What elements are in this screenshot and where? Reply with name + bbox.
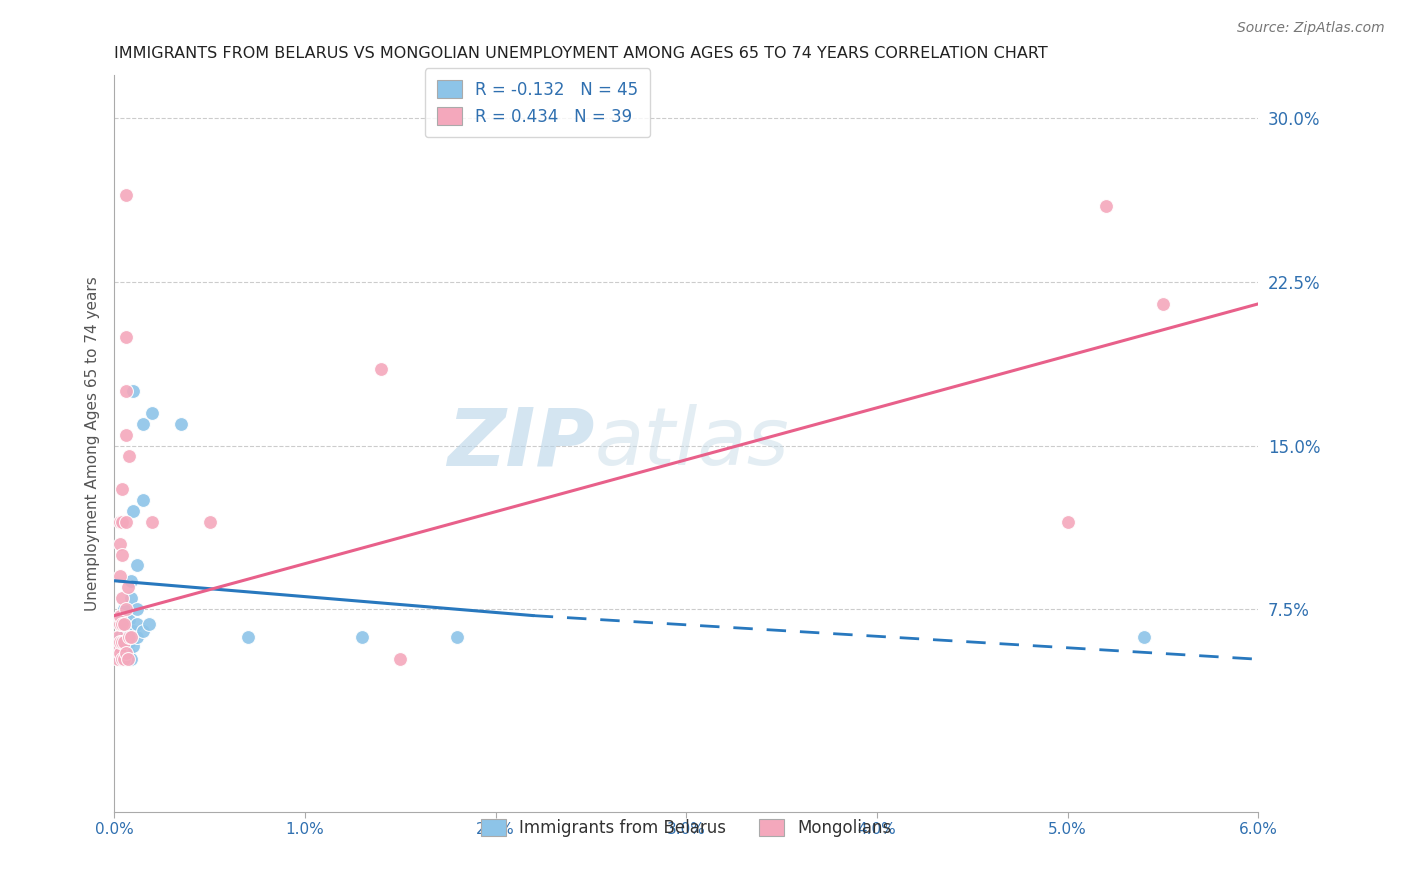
- Point: [138, 617, 160, 632]
- Point: [1133, 631, 1156, 645]
- Point: [446, 631, 468, 645]
- Point: [1094, 199, 1116, 213]
- Point: [108, 631, 131, 645]
- Point: [108, 635, 131, 649]
- Point: [125, 617, 148, 632]
- Point: [117, 617, 139, 632]
- Point: [111, 635, 134, 649]
- Point: [122, 384, 145, 398]
- Text: atlas: atlas: [595, 404, 790, 483]
- Point: [236, 631, 259, 645]
- Text: Source: ZipAtlas.com: Source: ZipAtlas.com: [1237, 21, 1385, 36]
- Point: [107, 631, 129, 645]
- Point: [117, 652, 139, 666]
- Point: [107, 652, 129, 666]
- Point: [132, 624, 155, 638]
- Text: IMMIGRANTS FROM BELARUS VS MONGOLIAN UNEMPLOYMENT AMONG AGES 65 TO 74 YEARS CORR: IMMIGRANTS FROM BELARUS VS MONGOLIAN UNE…: [114, 46, 1047, 62]
- Point: [114, 187, 136, 202]
- Point: [114, 602, 136, 616]
- Point: [111, 646, 134, 660]
- Point: [370, 362, 392, 376]
- Point: [352, 631, 374, 645]
- Point: [114, 635, 136, 649]
- Point: [117, 652, 139, 666]
- Point: [112, 652, 135, 666]
- Point: [108, 569, 131, 583]
- Point: [118, 613, 141, 627]
- Point: [114, 646, 136, 660]
- Point: [118, 450, 141, 464]
- Point: [114, 384, 136, 398]
- Point: [120, 574, 142, 588]
- Point: [108, 652, 131, 666]
- Point: [111, 591, 134, 606]
- Point: [107, 639, 129, 653]
- Y-axis label: Unemployment Among Ages 65 to 74 years: Unemployment Among Ages 65 to 74 years: [86, 276, 100, 611]
- Point: [120, 591, 142, 606]
- Point: [120, 652, 142, 666]
- Point: [125, 631, 148, 645]
- Point: [112, 652, 135, 666]
- Point: [112, 631, 135, 645]
- Point: [117, 631, 139, 645]
- Point: [108, 646, 131, 660]
- Point: [118, 635, 141, 649]
- Point: [111, 617, 134, 632]
- Point: [114, 515, 136, 529]
- Legend: Immigrants from Belarus, Mongolians: Immigrants from Belarus, Mongolians: [474, 813, 898, 844]
- Point: [112, 639, 135, 653]
- Point: [198, 515, 221, 529]
- Point: [1152, 297, 1174, 311]
- Point: [118, 624, 141, 638]
- Point: [132, 417, 155, 431]
- Point: [125, 602, 148, 616]
- Point: [111, 652, 134, 666]
- Point: [111, 482, 134, 496]
- Point: [120, 631, 142, 645]
- Point: [117, 639, 139, 653]
- Point: [141, 406, 163, 420]
- Point: [108, 608, 131, 623]
- Point: [122, 624, 145, 638]
- Point: [112, 635, 135, 649]
- Point: [111, 635, 134, 649]
- Point: [111, 608, 134, 623]
- Point: [114, 646, 136, 660]
- Point: [122, 639, 145, 653]
- Point: [114, 613, 136, 627]
- Point: [125, 558, 148, 573]
- Point: [108, 639, 131, 653]
- Point: [1056, 515, 1078, 529]
- Point: [118, 646, 141, 660]
- Point: [108, 537, 131, 551]
- Point: [114, 624, 136, 638]
- Point: [132, 493, 155, 508]
- Point: [111, 515, 134, 529]
- Point: [112, 602, 135, 616]
- Point: [114, 427, 136, 442]
- Point: [389, 652, 412, 666]
- Point: [117, 580, 139, 594]
- Point: [118, 631, 141, 645]
- Point: [141, 515, 163, 529]
- Point: [111, 617, 134, 632]
- Point: [114, 329, 136, 343]
- Point: [108, 515, 131, 529]
- Point: [111, 548, 134, 562]
- Point: [108, 617, 131, 632]
- Point: [112, 617, 135, 632]
- Point: [122, 504, 145, 518]
- Text: ZIP: ZIP: [447, 404, 595, 483]
- Point: [112, 617, 135, 632]
- Point: [170, 417, 193, 431]
